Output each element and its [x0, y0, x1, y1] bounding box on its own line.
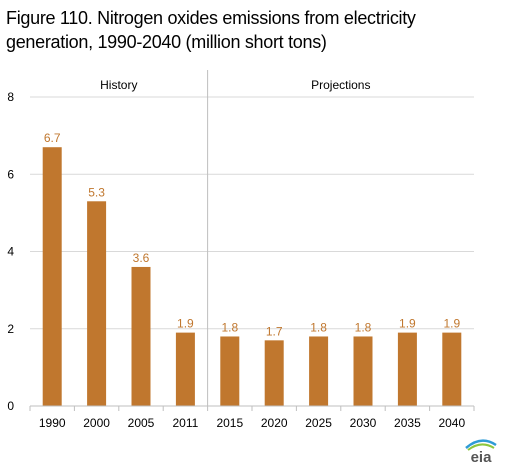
data-label: 1.7 [266, 324, 283, 338]
x-tick-label: 2000 [83, 416, 110, 430]
x-tick-label: 2011 [172, 416, 198, 430]
section-labels: History Projections [100, 70, 370, 406]
x-tick-label: 2020 [261, 416, 288, 430]
data-label: 1.8 [355, 320, 372, 334]
bar [87, 201, 107, 406]
y-tick-label: 2 [7, 322, 14, 336]
logo-text: eia [471, 449, 493, 465]
bar [309, 336, 329, 406]
data-label: 1.9 [177, 317, 194, 331]
bar [220, 336, 240, 406]
y-tick-label: 4 [7, 245, 14, 259]
bar [175, 332, 195, 406]
chart-title: Figure 110. Nitrogen oxides emissions fr… [6, 8, 416, 52]
y-axis: 0 2 4 6 8 [7, 90, 14, 413]
data-label: 6.7 [44, 131, 61, 145]
x-tick-label: 1990 [39, 416, 66, 430]
bar [353, 336, 373, 406]
bar [397, 332, 417, 406]
x-tick-label: 2025 [305, 416, 332, 430]
data-label: 3.6 [133, 251, 150, 265]
y-tick-label: 0 [7, 399, 14, 413]
bars [42, 147, 462, 406]
bar [442, 332, 462, 406]
x-tick-label: 2030 [350, 416, 377, 430]
bar [131, 266, 151, 406]
x-tick-label: 2035 [394, 416, 421, 430]
bar [42, 147, 62, 406]
x-tick-label: 2015 [216, 416, 243, 430]
data-label: 1.8 [310, 320, 327, 334]
data-label: 5.3 [88, 185, 105, 199]
data-label: 1.9 [443, 317, 460, 331]
data-labels: 6.7 5.3 3.6 1.9 1.8 1.7 1.8 1.8 1.9 1.9 [44, 131, 461, 338]
x-axis: 1990 2000 2005 2011 2015 2020 2025 2030 2035 2040 [29, 405, 475, 430]
section-label: Projections [311, 78, 370, 92]
eia-logo: eia [465, 439, 497, 465]
x-tick-label: 2040 [438, 416, 465, 430]
data-label: 1.9 [399, 317, 416, 331]
y-tick-label: 8 [7, 90, 14, 104]
y-tick-label: 6 [7, 167, 14, 181]
x-tick-label: 2005 [128, 416, 155, 430]
bar [264, 340, 284, 406]
data-label: 1.8 [221, 320, 238, 334]
section-label: History [100, 78, 137, 92]
